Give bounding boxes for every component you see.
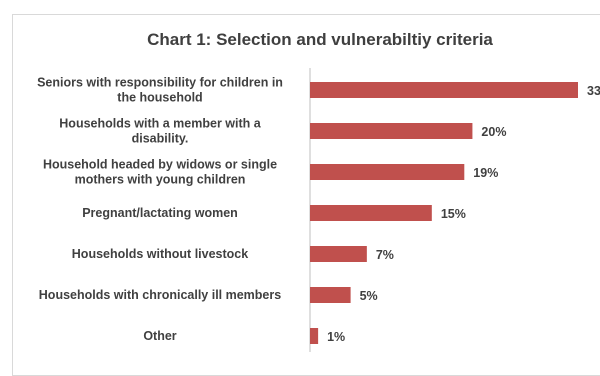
chart-title: Chart 1: Selection and vulnerabiltiy cri… (147, 30, 493, 49)
value-label-6: 5% (360, 289, 378, 303)
bar-6 (310, 287, 351, 303)
chart-frame (12, 14, 600, 376)
bar-7 (310, 328, 319, 344)
value-label-3: 19% (473, 166, 498, 180)
bar-5 (310, 246, 367, 262)
category-label-4: Pregnant/lactating women (82, 206, 238, 220)
bar-chart: 33% Seniors with responsibility for child… (37, 68, 600, 352)
category-label-2: Households with a member with a disabilit… (59, 117, 261, 146)
bar-4 (310, 205, 432, 221)
bar-3 (310, 164, 465, 180)
bar-1 (310, 82, 578, 98)
category-label-7: Other (143, 329, 176, 343)
category-label-3: Household headed by widows or single moth… (43, 158, 277, 187)
value-label-4: 15% (441, 207, 466, 221)
value-label-5: 7% (376, 248, 394, 262)
value-label-1: 33% (587, 84, 600, 98)
value-label-7: 1% (327, 330, 345, 344)
value-label-2: 20% (481, 125, 506, 139)
category-label-6: Households with chronically ill members (39, 288, 281, 302)
category-label-5: Households without livestock (72, 247, 248, 261)
category-label-1: Seniors with responsibility for children… (37, 76, 283, 105)
bar-2 (310, 123, 473, 139)
